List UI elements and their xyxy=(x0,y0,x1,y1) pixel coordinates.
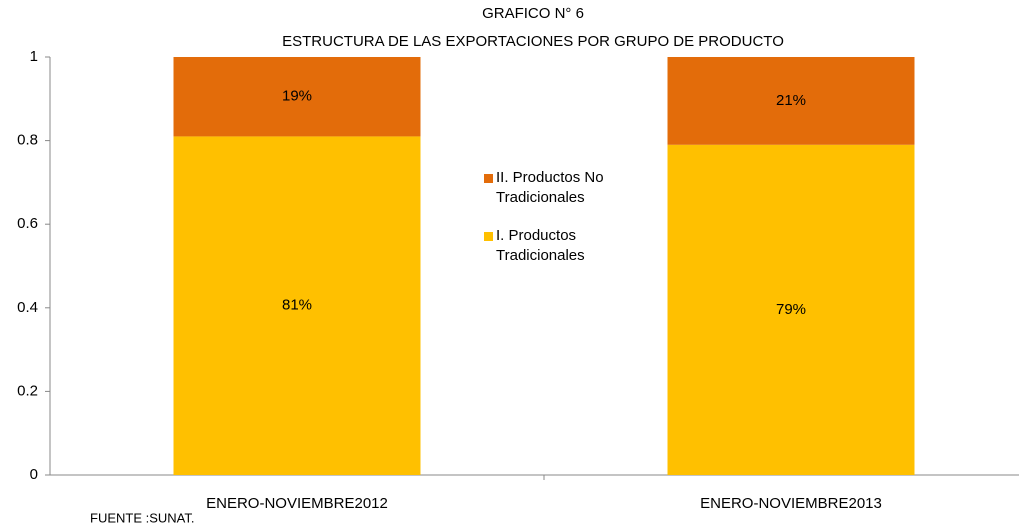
legend-swatch xyxy=(484,174,493,183)
legend-swatch xyxy=(484,232,493,241)
x-tick-label: ENERO-NOVIEMBRE2012 xyxy=(206,495,388,512)
x-tick-label: ENERO-NOVIEMBRE2013 xyxy=(700,495,882,512)
value-label: 79% xyxy=(776,301,806,318)
y-tick-label: 1 xyxy=(30,48,38,65)
y-tick-label: 0 xyxy=(30,466,38,483)
y-tick-label: 0.2 xyxy=(17,382,38,399)
bar-segment xyxy=(667,144,915,475)
legend-item: II. Productos No Tradicionales xyxy=(484,168,654,208)
bar-segment xyxy=(173,136,421,476)
value-label: 19% xyxy=(282,88,312,105)
bar-segment xyxy=(173,57,421,137)
legend-item: I. Productos Tradicionales xyxy=(484,226,654,266)
y-tick-label: 0.8 xyxy=(17,132,38,149)
chart-title: GRAFICO N° 6 xyxy=(482,5,584,22)
chart-subtitle: ESTRUCTURA DE LAS EXPORTACIONES POR GRUP… xyxy=(282,33,784,50)
value-label: 21% xyxy=(776,92,806,109)
legend-label: II. Productos No Tradicionales xyxy=(496,169,604,206)
y-tick-label: 0.4 xyxy=(17,299,38,316)
legend-label: I. Productos Tradicionales xyxy=(496,227,585,264)
value-label: 81% xyxy=(282,297,312,314)
source-note: FUENTE :SUNAT. xyxy=(90,510,195,525)
legend: II. Productos No Tradicionales I. Product… xyxy=(484,168,654,284)
y-tick-label: 0.6 xyxy=(17,215,38,232)
bar-segment xyxy=(667,57,915,145)
